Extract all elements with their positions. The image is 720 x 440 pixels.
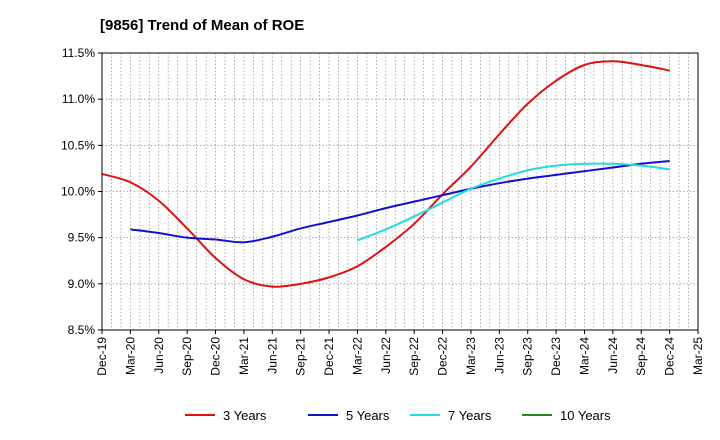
x-tick-label: Mar-23 — [464, 337, 478, 375]
x-tick-label: Mar-25 — [691, 337, 705, 375]
x-tick-label: Sep-20 — [180, 337, 194, 376]
x-tick-label: Sep-23 — [521, 337, 535, 376]
x-tick-label: Dec-21 — [322, 337, 336, 376]
legend-label-5-years: 5 Years — [346, 408, 390, 423]
legend: 3 Years 5 Years 7 Years 10 Years — [185, 408, 611, 423]
x-tick-label: Dec-19 — [95, 337, 109, 376]
y-tick-label: 9.5% — [68, 231, 96, 245]
y-tick-label: 11.5% — [62, 46, 95, 60]
x-tick-label: Jun-23 — [492, 337, 506, 374]
legend-label-7-years: 7 Years — [448, 408, 492, 423]
legend-label-10-years: 10 Years — [560, 408, 611, 423]
series-lines — [101, 60, 670, 288]
x-tick-label: Jun-24 — [606, 337, 620, 374]
series-line-7-years — [357, 162, 670, 242]
x-tick-label: Mar-24 — [577, 337, 591, 375]
x-tick-label: Dec-22 — [436, 337, 450, 376]
grid — [102, 53, 698, 330]
y-tick-label: 8.5% — [68, 323, 96, 337]
y-tick-label: 10.5% — [61, 138, 95, 152]
plot-frame — [101, 52, 699, 331]
x-tick-label: Jun-22 — [379, 337, 393, 374]
x-tick-label: Dec-24 — [663, 337, 677, 376]
x-tick-label: Dec-23 — [549, 337, 563, 376]
x-tick-label: Mar-21 — [237, 337, 251, 375]
x-tick-label: Sep-24 — [634, 337, 648, 376]
y-axis-ticks: 8.5% 9.0% 9.5% 10.0% 10.5% 11.0% 11.5% — [61, 46, 102, 337]
x-axis-ticks: Dec-19 Mar-20 Jun-20 Sep-20 Dec-20 Mar-21 Jun-… — [95, 330, 705, 376]
x-tick-label: Mar-20 — [123, 337, 137, 375]
y-tick-label: 9.0% — [68, 277, 96, 291]
y-tick-label: 10.0% — [61, 185, 95, 199]
x-tick-label: Sep-21 — [294, 337, 308, 376]
series-line-5-years — [130, 160, 670, 244]
x-tick-label: Sep-22 — [407, 337, 421, 376]
x-tick-label: Mar-22 — [350, 337, 364, 375]
legend-label-3-years: 3 Years — [223, 408, 267, 423]
x-tick-label: Jun-21 — [265, 337, 279, 374]
chart-title: [9856] Trend of Mean of ROE — [100, 17, 304, 34]
y-tick-label: 11.0% — [62, 92, 95, 106]
x-tick-label: Jun-20 — [152, 337, 166, 374]
x-tick-label: Dec-20 — [209, 337, 223, 376]
